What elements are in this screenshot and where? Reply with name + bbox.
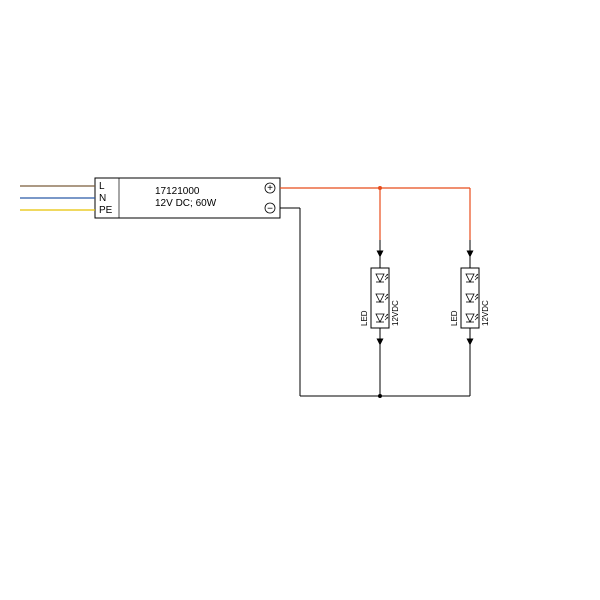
svg-text:N: N bbox=[99, 193, 106, 204]
svg-text:LED: LED bbox=[360, 310, 369, 326]
svg-text:12V DC; 60W: 12V DC; 60W bbox=[155, 198, 217, 209]
svg-text:12VDC: 12VDC bbox=[391, 300, 400, 326]
led-module bbox=[461, 240, 479, 356]
wiring-diagram: LNPE 1712100012V DC; 60W + − LED 12VDC LED 12VD… bbox=[0, 0, 600, 600]
svg-text:12VDC: 12VDC bbox=[481, 300, 490, 326]
svg-text:L: L bbox=[99, 181, 105, 192]
svg-text:+: + bbox=[267, 183, 273, 194]
svg-text:LED: LED bbox=[450, 310, 459, 326]
svg-text:−: − bbox=[267, 204, 273, 215]
svg-text:17121000: 17121000 bbox=[155, 186, 200, 197]
svg-text:PE: PE bbox=[99, 205, 113, 216]
led-module bbox=[371, 240, 389, 356]
